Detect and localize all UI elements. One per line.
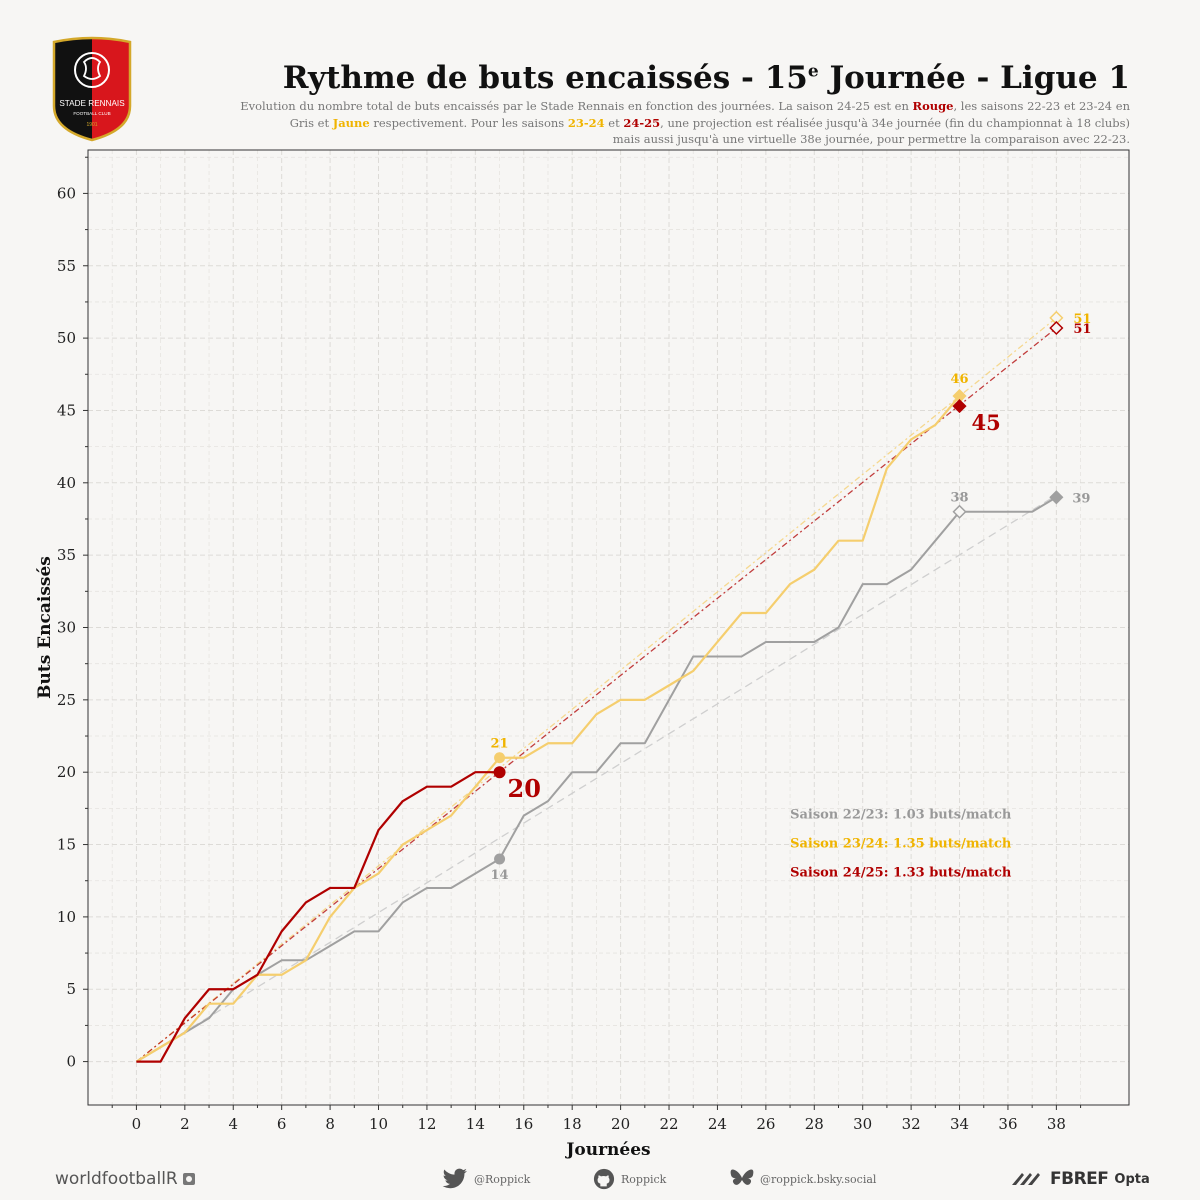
logo-club-name: STADE RENNAIS: [59, 99, 125, 108]
data-label-2425-j15: 20: [508, 774, 541, 803]
chart-subtitle: Evolution du nombre total de buts encais…: [240, 99, 1130, 146]
x-tick-label: 30: [853, 1115, 872, 1133]
x-tick-label: 28: [805, 1115, 824, 1133]
projection-line-2324: [136, 317, 1057, 1063]
x-tick-label: 12: [417, 1115, 436, 1133]
data-label-2223-j38: 39: [1072, 491, 1090, 506]
footer-github[interactable]: Roppick: [593, 1165, 666, 1193]
x-tick-label: 8: [325, 1115, 335, 1133]
x-tick-label: 2: [180, 1115, 190, 1133]
data-label-2425-j34: 45: [972, 410, 1001, 435]
marker-2425-j38: [1049, 320, 1064, 336]
y-tick-label: 20: [57, 763, 76, 781]
y-tick-label: 10: [57, 908, 76, 926]
marker-2223-j38: [1049, 490, 1064, 505]
legend-rate-2: Saison 24/25: 1.33 buts/match: [790, 866, 1012, 881]
projection-line-2223: [136, 494, 1057, 1063]
stade-rennais-logo: STADE RENNAIS FOOTBALL CLUB 1901: [52, 36, 132, 142]
x-tick-label: 4: [228, 1115, 238, 1133]
x-tick-label: 6: [277, 1115, 287, 1133]
data-label-2324-j15: 21: [491, 737, 509, 752]
marker-2223-j15: [494, 853, 506, 865]
y-tick-label: 45: [57, 401, 76, 419]
y-axis-label: Buts Encaissés: [35, 556, 55, 699]
y-tick-label: 30: [57, 619, 76, 637]
y-tick-label: 55: [57, 257, 76, 275]
series-line-2324: [135, 395, 961, 1063]
fbref-label: FBREF: [1050, 1169, 1109, 1189]
bluesky-butterfly-icon: [730, 1169, 754, 1185]
data-label-2223-j34: 38: [950, 491, 968, 506]
github-icon: [593, 1168, 615, 1190]
series-line-2425: [136, 771, 500, 1063]
series-line-2223: [135, 496, 1057, 1063]
data-label-2425-j38: 51: [1073, 322, 1091, 337]
opta-label: Opta: [1114, 1171, 1150, 1187]
twitter-icon: [442, 1168, 467, 1189]
x-tick-label: 16: [514, 1115, 533, 1133]
logo-year: 1901: [86, 122, 97, 128]
ball-icon: [182, 1173, 195, 1185]
y-tick-label: 40: [57, 474, 76, 492]
y-tick-label: 0: [66, 1053, 76, 1071]
y-tick-label: 15: [57, 836, 76, 854]
marker-2223-j34: [952, 504, 967, 519]
data-label-2324-j38: 51: [1073, 312, 1091, 327]
footer-data-sources: FBREF Opta: [1010, 1165, 1150, 1193]
chart-title: Rythme de buts encaissés - 15e Journée -…: [282, 60, 1130, 96]
marker-2425-j15: [493, 766, 506, 779]
x-tick-label: 10: [369, 1115, 388, 1133]
x-tick-label: 26: [756, 1115, 775, 1133]
x-tick-label: 20: [611, 1115, 630, 1133]
x-tick-label: 22: [659, 1115, 678, 1133]
y-tick-label: 50: [57, 329, 76, 347]
x-tick-label: 18: [563, 1115, 582, 1133]
logo-club-sub: FOOTBALL CLUB: [73, 111, 110, 116]
x-tick-label: 14: [466, 1115, 485, 1133]
marker-2324-j15: [494, 752, 506, 764]
data-label-2324-j34: 46: [950, 372, 968, 387]
legend-rate-0: Saison 22/23: 1.03 buts/match: [790, 808, 1012, 823]
x-tick-label: 0: [132, 1115, 142, 1133]
x-tick-label: 32: [902, 1115, 921, 1133]
y-tick-label: 5: [66, 980, 76, 998]
legend-rate-1: Saison 23/24: 1.35 buts/match: [790, 837, 1012, 852]
footer-brand: worldfootballR: [55, 1165, 202, 1193]
footer-twitter[interactable]: @Roppick: [442, 1165, 530, 1193]
fbref-icon: [1012, 1173, 1040, 1185]
worldfootballr-brand: worldfootballR: [55, 1169, 178, 1189]
x-tick-label: 36: [998, 1115, 1017, 1133]
footer-bluesky[interactable]: @roppick.bsky.social: [730, 1165, 876, 1193]
x-tick-label: 34: [950, 1115, 969, 1133]
y-tick-label: 35: [57, 546, 76, 564]
y-tick-label: 25: [57, 691, 76, 709]
x-tick-label: 24: [708, 1115, 727, 1133]
marker-2425-j34: [952, 399, 967, 414]
y-tick-label: 60: [57, 184, 76, 202]
x-tick-label: 38: [1047, 1115, 1066, 1133]
x-axis-label: Journées: [564, 1140, 650, 1160]
data-label-2223-j15: 14: [491, 868, 509, 883]
